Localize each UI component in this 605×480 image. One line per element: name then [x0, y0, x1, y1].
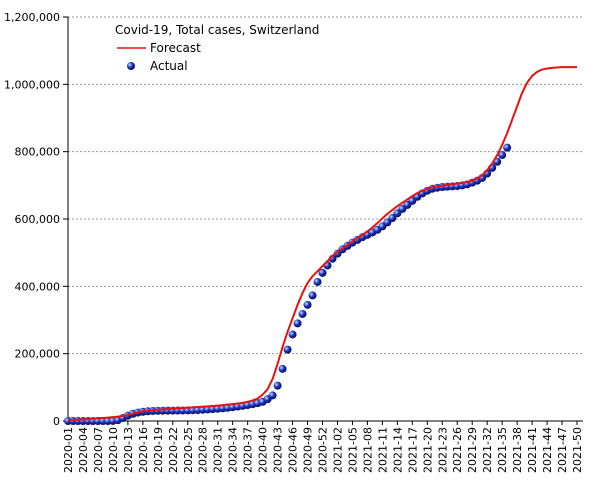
x-tick-label: 2020-28 [197, 427, 210, 473]
x-tick-label: 2021-44 [541, 427, 554, 473]
x-tick-label: 2021-47 [556, 427, 569, 473]
x-tick-label: 2021-17 [406, 427, 419, 473]
data-point [278, 364, 287, 373]
y-tick-label: 1,200,000 [4, 11, 60, 24]
y-tick-label: 0 [53, 415, 60, 428]
data-point [288, 330, 297, 339]
legend-label: Forecast [150, 41, 201, 55]
x-tick-label: 2021-32 [481, 427, 494, 473]
data-point [388, 213, 397, 222]
x-tick-label: 2020-37 [242, 427, 255, 473]
x-tick-label: 2021-38 [511, 427, 524, 473]
data-point [273, 381, 282, 390]
data-point [298, 309, 307, 318]
legend-label: Actual [150, 59, 188, 73]
y-tick-label: 400,000 [15, 280, 61, 293]
x-tick-label: 2021-50 [571, 427, 584, 473]
x-tick-label: 2021-26 [451, 427, 464, 473]
x-tick-label: 2020-49 [302, 427, 315, 473]
x-tick-label: 2020-52 [317, 427, 330, 473]
x-tick-label: 2020-10 [107, 427, 120, 473]
forecast-line [67, 66, 578, 422]
data-point [303, 300, 312, 309]
x-tick-label: 2021-41 [526, 427, 539, 473]
y-tick-label: 800,000 [15, 146, 61, 159]
x-tick-label: 2020-43 [272, 427, 285, 473]
legend-swatch [127, 62, 135, 70]
x-tick-label: 2021-20 [421, 427, 434, 473]
x-tick-label: 2021-23 [436, 427, 449, 473]
chart-title: Covid-19, Total cases, Switzerland [115, 23, 319, 37]
y-tick-label: 1,000,000 [4, 78, 60, 91]
x-tick-label: 2020-34 [227, 427, 240, 473]
data-point [283, 345, 292, 354]
x-tick-label: 2020-19 [152, 427, 165, 473]
data-point [313, 277, 322, 286]
x-tick-label: 2021-11 [376, 427, 389, 473]
x-tick-label: 2021-14 [391, 427, 404, 473]
x-tick-label: 2020-46 [287, 427, 300, 473]
x-tick-label: 2021-05 [346, 427, 359, 473]
x-tick-label: 2020-13 [122, 427, 135, 473]
x-tick-label: 2020-01 [62, 427, 75, 473]
x-tick-label: 2021-02 [331, 427, 344, 473]
x-tick-label: 2020-22 [167, 427, 180, 473]
data-point [498, 151, 507, 160]
x-tick-label: 2021-35 [496, 427, 509, 473]
y-tick-label: 200,000 [15, 348, 61, 361]
y-tick-label: 600,000 [15, 213, 61, 226]
x-tick-label: 2020-04 [77, 427, 90, 473]
data-point [293, 319, 302, 328]
x-tick-label: 2021-29 [466, 427, 479, 473]
data-point [503, 143, 512, 152]
data-point [318, 268, 327, 277]
x-tick-label: 2020-40 [257, 427, 270, 473]
x-tick-label: 2020-16 [137, 427, 150, 473]
x-tick-label: 2020-07 [92, 427, 105, 473]
data-point [308, 291, 317, 300]
x-tick-label: 2021-08 [361, 427, 374, 473]
data-point [268, 391, 277, 400]
x-tick-label: 2020-31 [212, 427, 225, 473]
x-tick-label: 2020-25 [182, 427, 195, 473]
